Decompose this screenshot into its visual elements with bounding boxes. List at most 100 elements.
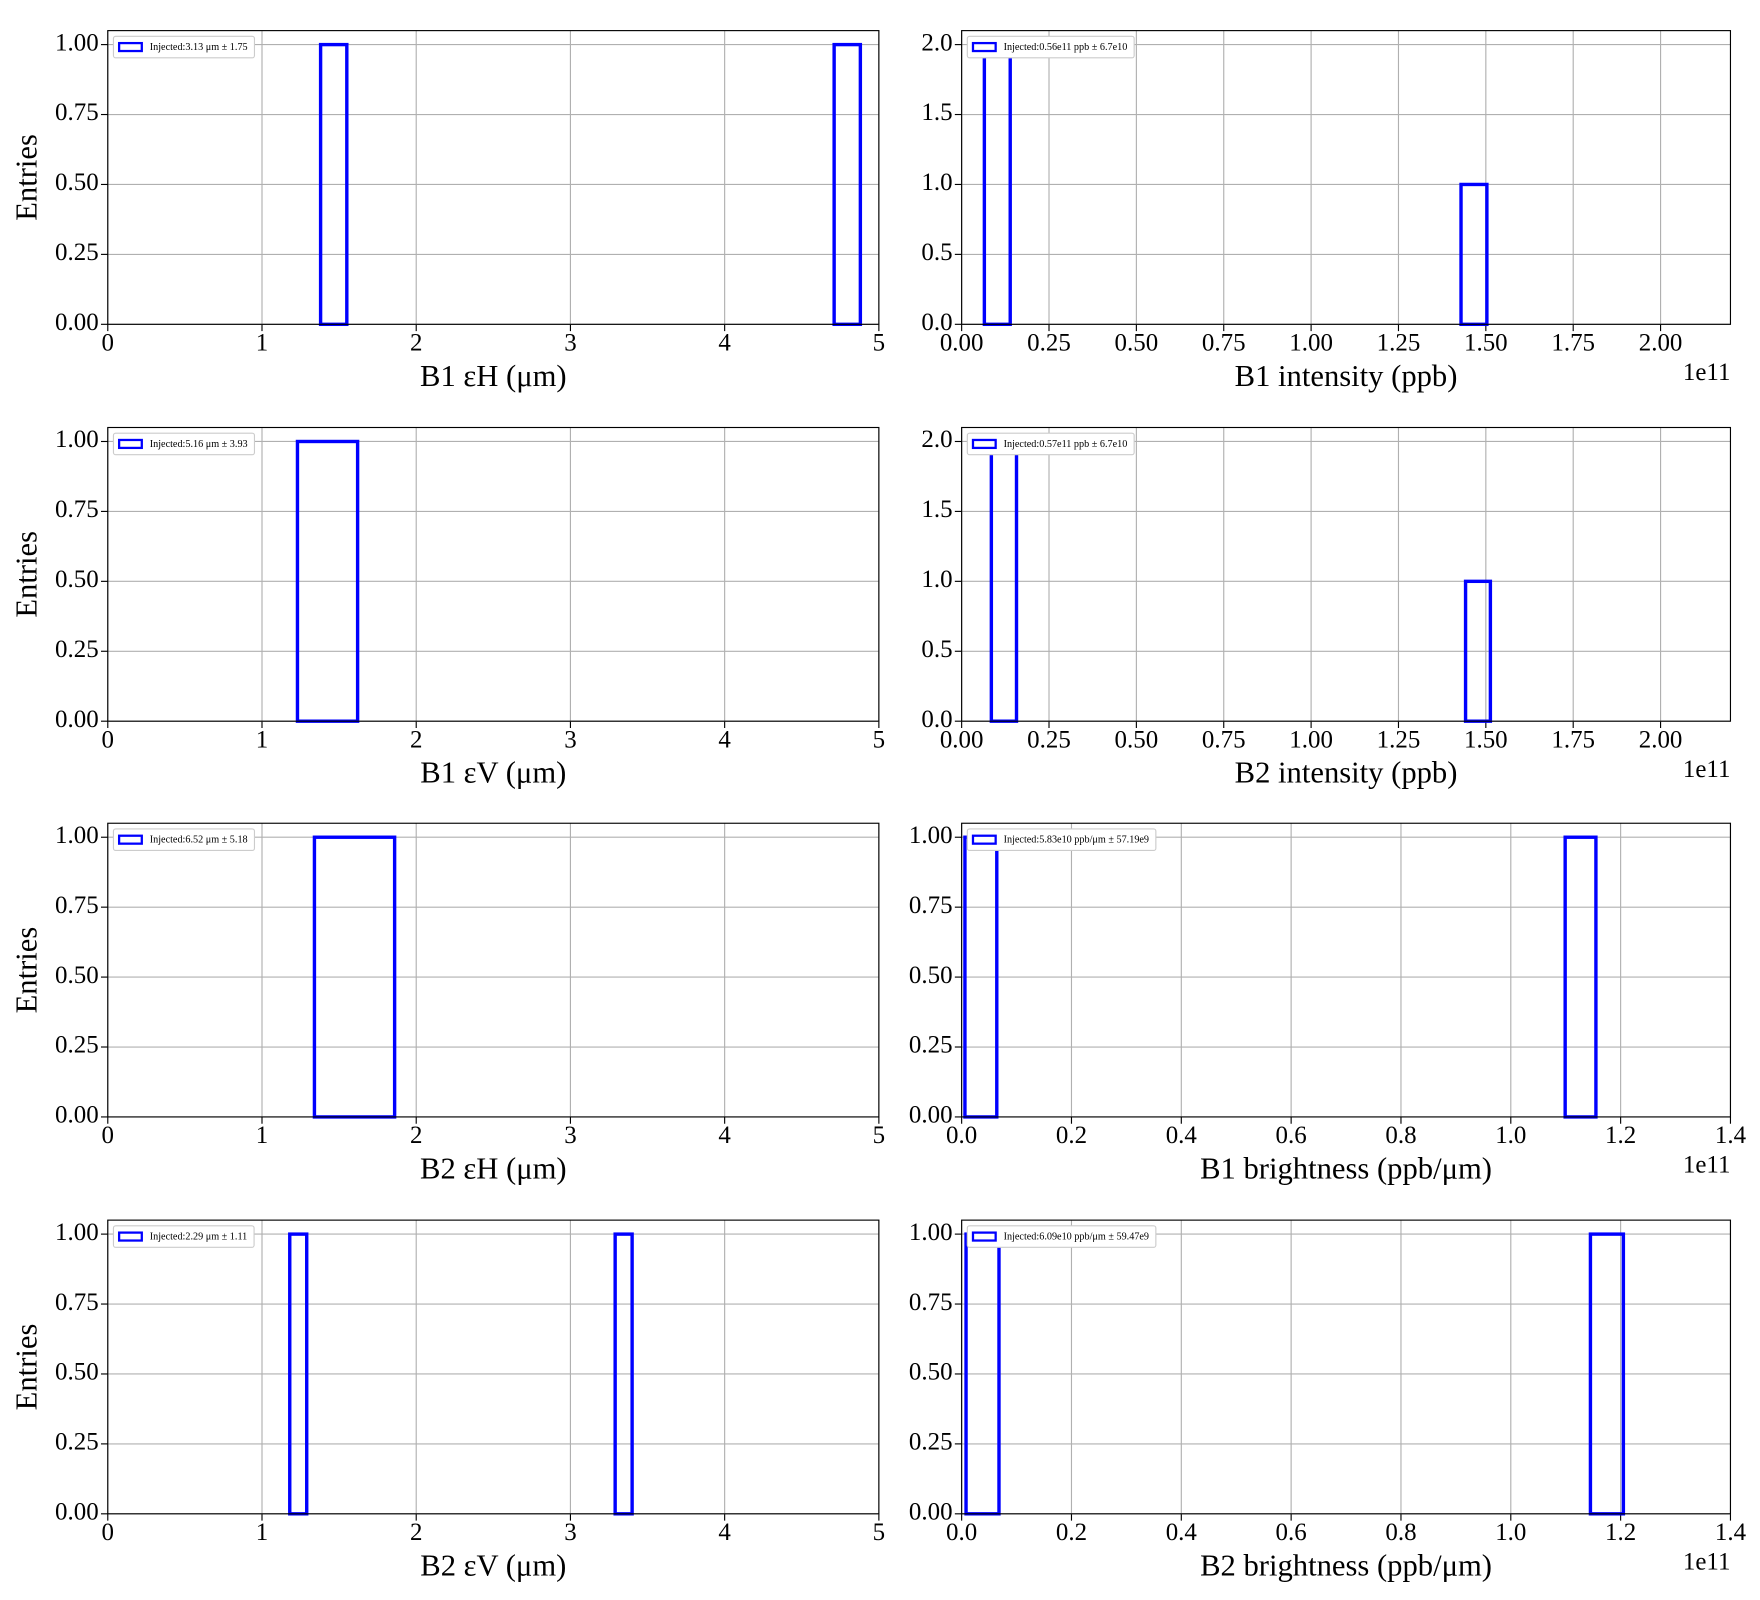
legend-swatch bbox=[117, 41, 143, 53]
y-tick-label: 0.50 bbox=[55, 1359, 99, 1386]
x-tick-label: 0.6 bbox=[1276, 1122, 1307, 1149]
y-tick-label: 0.50 bbox=[55, 169, 99, 196]
x-tick-label: 1.4 bbox=[1715, 1122, 1747, 1149]
x-axis-label: B1 brightness (ppb/μm) bbox=[1200, 1151, 1492, 1185]
legend-box bbox=[112, 432, 256, 456]
x-tick-label: 1.0 bbox=[1495, 1122, 1526, 1149]
y-tick-label: 0.0 bbox=[921, 309, 952, 336]
y-tick-label: 0.25 bbox=[55, 1032, 99, 1059]
legend-box bbox=[966, 432, 1135, 456]
x-tick-label: 0.8 bbox=[1385, 1519, 1416, 1546]
y-tick-label: 0.5 bbox=[921, 239, 952, 266]
x-tick-label: 0.2 bbox=[1056, 1519, 1087, 1546]
x-tick-label: 2.00 bbox=[1639, 329, 1683, 356]
axes-frame bbox=[107, 30, 880, 325]
x-tick-label: 1 bbox=[256, 1122, 268, 1149]
x-offset-label: 1e11 bbox=[1683, 756, 1731, 783]
legend-swatch bbox=[971, 1231, 997, 1242]
axes-frame bbox=[961, 1219, 1732, 1515]
x-tick-label: 0.8 bbox=[1385, 1122, 1416, 1149]
x-tick-label: 1.00 bbox=[1289, 329, 1333, 356]
legend-swatch bbox=[971, 834, 997, 845]
y-tick-label: 0.25 bbox=[55, 1429, 99, 1456]
x-tick-label: 1.00 bbox=[1289, 726, 1333, 753]
x-tick-label: 1.50 bbox=[1464, 726, 1508, 753]
y-tick-label: 1.00 bbox=[55, 426, 99, 453]
y-axis-label: Entries bbox=[10, 531, 44, 618]
y-axis-label: Entries bbox=[10, 1324, 44, 1411]
legend-swatch bbox=[971, 41, 997, 53]
y-tick-label: 0.25 bbox=[55, 239, 99, 266]
y-tick-label: 1.00 bbox=[55, 29, 99, 56]
x-tick-label: 0.75 bbox=[1202, 329, 1246, 356]
y-axis-label: Entries bbox=[10, 134, 44, 221]
legend-box bbox=[966, 35, 1135, 59]
x-tick-label: 3 bbox=[564, 329, 576, 356]
x-tick-label: 0 bbox=[102, 329, 114, 356]
y-tick-label: 0.50 bbox=[55, 566, 99, 593]
x-axis-label: B1 εV (μm) bbox=[420, 756, 566, 790]
y-tick-label: 0.00 bbox=[55, 1499, 99, 1526]
x-tick-label: 1.75 bbox=[1551, 726, 1595, 753]
axes-frame bbox=[107, 822, 880, 1118]
legend-box bbox=[966, 828, 1157, 852]
x-tick-label: 5 bbox=[873, 329, 885, 356]
axes-frame bbox=[961, 30, 1732, 325]
y-tick-label: 1.5 bbox=[921, 496, 952, 523]
x-tick-label: 0.0 bbox=[946, 1122, 977, 1149]
x-tick-label: 0.2 bbox=[1056, 1122, 1087, 1149]
x-tick-label: 1.25 bbox=[1377, 329, 1421, 356]
x-tick-label: 1.4 bbox=[1715, 1519, 1747, 1546]
legend-swatch bbox=[117, 834, 143, 845]
legend-label: Injected:6.09e10 ppb/μm ± 59.47e9 bbox=[1004, 1231, 1149, 1242]
x-axis-label: B1 εH (μm) bbox=[420, 359, 567, 393]
x-tick-label: 1 bbox=[256, 726, 268, 753]
legend-box bbox=[112, 1225, 255, 1248]
y-tick-label: 0.75 bbox=[909, 1289, 953, 1316]
x-tick-label: 3 bbox=[564, 726, 576, 753]
x-tick-label: 2 bbox=[410, 1122, 422, 1149]
y-tick-label: 0.25 bbox=[909, 1032, 953, 1059]
x-tick-label: 4 bbox=[718, 726, 731, 753]
legend-label: Injected:5.83e10 ppb/μm ± 57.19e9 bbox=[1004, 835, 1149, 846]
x-axis-label: B2 brightness (ppb/μm) bbox=[1200, 1548, 1492, 1582]
y-tick-label: 0.00 bbox=[55, 309, 99, 336]
x-tick-label: 4 bbox=[718, 329, 731, 356]
x-tick-label: 1.25 bbox=[1377, 726, 1421, 753]
x-tick-label: 5 bbox=[873, 1122, 885, 1149]
y-tick-label: 1.5 bbox=[921, 99, 952, 126]
x-offset-label: 1e11 bbox=[1683, 359, 1731, 386]
y-tick-label: 2.0 bbox=[921, 29, 952, 56]
x-tick-label: 5 bbox=[873, 1519, 885, 1546]
x-tick-label: 0.0 bbox=[946, 1519, 977, 1546]
axes-frame bbox=[961, 822, 1732, 1118]
x-tick-label: 0.25 bbox=[1027, 726, 1071, 753]
x-tick-label: 0.4 bbox=[1166, 1519, 1198, 1546]
y-tick-label: 0.50 bbox=[909, 1359, 953, 1386]
y-tick-label: 1.00 bbox=[909, 822, 953, 849]
y-tick-label: 1.00 bbox=[55, 1219, 99, 1246]
x-tick-label: 0 bbox=[102, 1519, 114, 1546]
x-tick-label: 0.6 bbox=[1276, 1519, 1307, 1546]
y-tick-label: 1.0 bbox=[921, 169, 952, 196]
y-axis-label: Entries bbox=[10, 927, 44, 1014]
legend-label: Injected:3.13 μm ± 1.75 bbox=[150, 42, 248, 53]
y-tick-label: 1.00 bbox=[55, 822, 99, 849]
x-tick-label: 1.0 bbox=[1495, 1519, 1526, 1546]
legend-swatch bbox=[117, 438, 143, 450]
legend-box bbox=[112, 828, 256, 852]
x-tick-label: 3 bbox=[564, 1122, 576, 1149]
x-tick-label: 5 bbox=[873, 726, 885, 753]
x-tick-label: 0.4 bbox=[1166, 1122, 1198, 1149]
x-tick-label: 2.00 bbox=[1639, 726, 1683, 753]
x-tick-label: 4 bbox=[718, 1122, 731, 1149]
x-tick-label: 1 bbox=[256, 1519, 268, 1546]
x-tick-label: 1.75 bbox=[1551, 329, 1595, 356]
x-tick-label: 2 bbox=[410, 726, 422, 753]
y-tick-label: 0.75 bbox=[55, 99, 99, 126]
x-tick-label: 0.00 bbox=[940, 726, 984, 753]
axes-frame bbox=[107, 426, 880, 722]
x-tick-label: 1 bbox=[256, 329, 268, 356]
legend-box bbox=[112, 35, 256, 59]
